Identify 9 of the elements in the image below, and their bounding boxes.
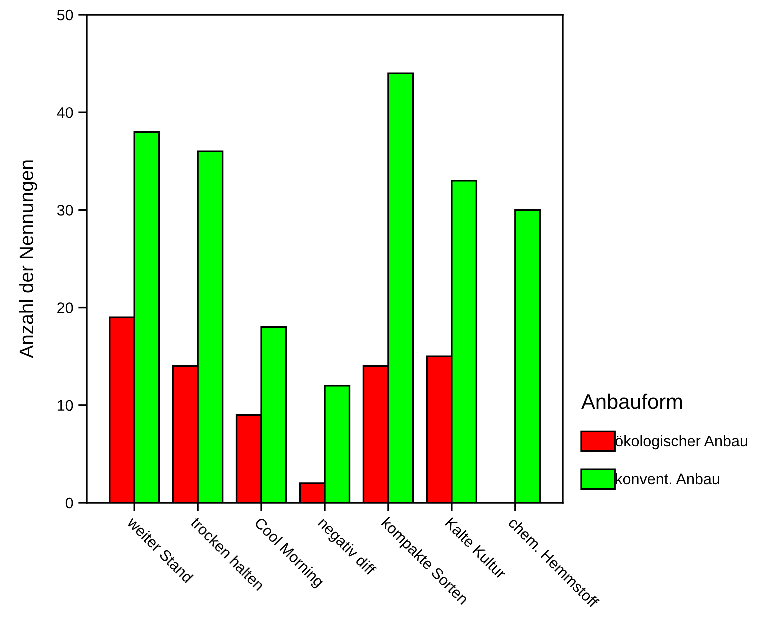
legend-title: Anbauform [582,394,682,410]
y-tick-label: 40 [57,107,74,118]
legend-label: konvent. Anbau [616,473,720,485]
y-tick-label: 30 [57,205,74,216]
y-tick-label: 0 [66,498,74,509]
y-axis-title: Anzahl der Nennungen [19,160,38,358]
y-tick-label: 20 [58,302,74,314]
y-tick-label: 50 [57,10,74,21]
y-tick-label: 10 [58,400,74,412]
